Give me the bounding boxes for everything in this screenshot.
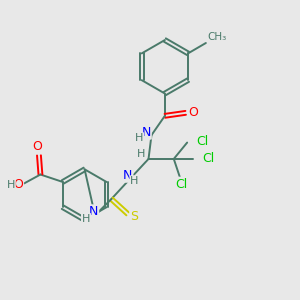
Text: N: N bbox=[123, 169, 132, 182]
Text: H: H bbox=[7, 180, 15, 190]
Text: O: O bbox=[32, 140, 42, 153]
Text: H: H bbox=[130, 176, 139, 186]
Text: O: O bbox=[13, 178, 23, 191]
Text: CH₃: CH₃ bbox=[207, 32, 226, 41]
Text: H: H bbox=[137, 149, 145, 160]
Text: S: S bbox=[130, 210, 138, 224]
Text: N: N bbox=[89, 205, 98, 218]
Text: Cl: Cl bbox=[202, 152, 214, 165]
Text: Cl: Cl bbox=[175, 178, 187, 191]
Text: O: O bbox=[188, 106, 198, 119]
Text: H: H bbox=[82, 214, 90, 224]
Text: Cl: Cl bbox=[196, 135, 208, 148]
Text: N: N bbox=[141, 126, 151, 139]
Text: H: H bbox=[135, 133, 143, 143]
